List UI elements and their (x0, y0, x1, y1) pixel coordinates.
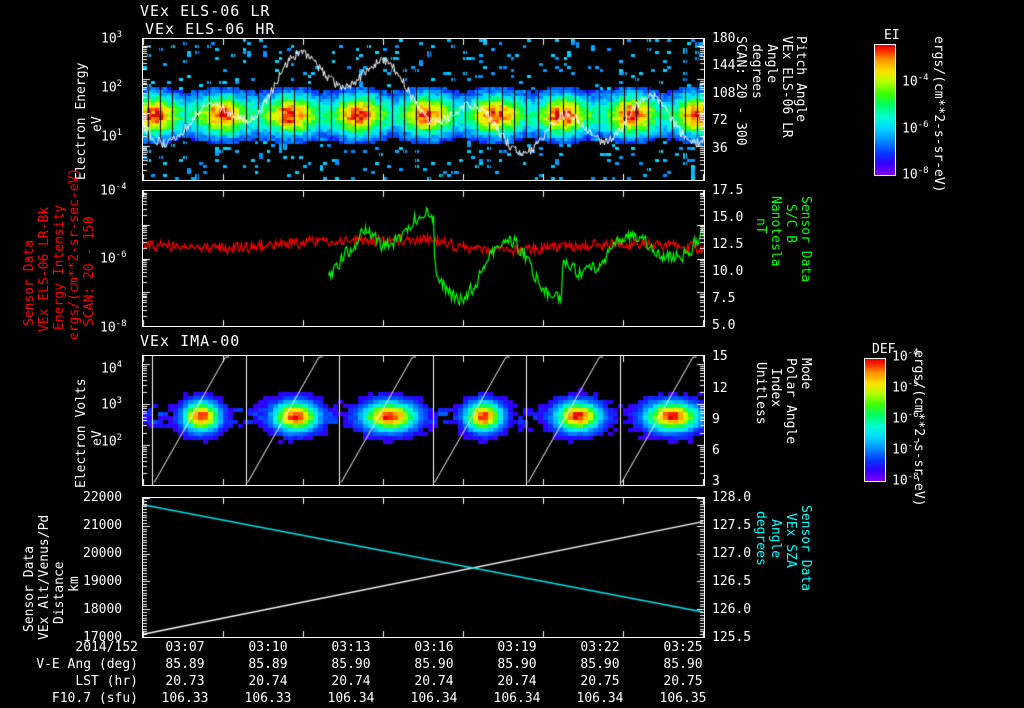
table-cell: 85.90 (414, 657, 454, 672)
panel3-right-tick-0: 15 (712, 349, 728, 364)
panel2-right-tick-1: 15.0 (712, 210, 744, 225)
colorbar2-tick-1: 10-5 (892, 379, 919, 396)
colorbar1-tick-2: 10-8 (902, 166, 929, 183)
panel1-right-tick-2: 108 (712, 86, 736, 101)
panel1-right-tick-4: 36 (712, 141, 728, 156)
panel3-ytick-1: 103 (101, 396, 123, 413)
table-cell: 20.74 (248, 674, 288, 689)
table-cell: 03:13 (331, 640, 371, 655)
panel1-right-tick-0: 180 (712, 31, 736, 46)
table-row-label: 2014/152 (75, 640, 138, 655)
panel3-right-tick-3: 6 (712, 443, 720, 458)
table-cell: 85.90 (663, 657, 703, 672)
table-cell: 106.33 (244, 691, 292, 706)
colorbar1-tick-1: 10-6 (902, 120, 929, 137)
panel3-right-tick-1: 12 (712, 381, 728, 396)
panel4-ytick-1: 21000 (83, 518, 123, 533)
table-cell: 85.89 (165, 657, 205, 672)
panel4-right-tick-5: 125.5 (712, 630, 752, 645)
panel1-ytick-1: 102 (101, 79, 123, 96)
table-cell: 20.74 (331, 674, 371, 689)
panel4-ytick-2: 20000 (83, 546, 123, 561)
colorbar2-tick-3: 10-7 (892, 441, 919, 458)
colorbar2-tick-0: 10-4 (892, 348, 919, 365)
panel2-right-tick-4: 7.5 (712, 291, 736, 306)
panel4-ytick-5: 17000 (83, 630, 123, 645)
table-cell: 03:22 (580, 640, 620, 655)
panel1-ytick-2: 101 (101, 128, 123, 145)
table-cell: 20.75 (580, 674, 620, 689)
panel4-right-tick-3: 126.5 (712, 574, 752, 589)
panel2-ytick-2: 10-8 (100, 319, 127, 336)
panel4-right-tick-2: 127.0 (712, 546, 752, 561)
table-cell: 85.90 (580, 657, 620, 672)
table-cell: 106.34 (327, 691, 375, 706)
colorbar1 (874, 44, 896, 176)
panel1-right-tick-1: 144 (712, 58, 736, 73)
table-cell: 85.90 (497, 657, 537, 672)
colorbar2 (864, 358, 886, 482)
panel2-right-tick-2: 12.5 (712, 237, 744, 252)
table-row-label: F10.7 (sfu) (51, 691, 138, 706)
panel1-ytick-0: 103 (101, 30, 123, 47)
table-cell: 03:25 (663, 640, 703, 655)
panel1-title-lr: VEx ELS-06 LR (140, 2, 271, 20)
panel2-timeseries[interactable] (142, 190, 705, 327)
colorbar2-name: DEF (872, 342, 896, 357)
table-cell: 20.75 (663, 674, 703, 689)
table-cell: 20.74 (497, 674, 537, 689)
panel3-spectrogram[interactable] (142, 355, 705, 486)
panel2-right-tick-3: 10.0 (712, 264, 744, 279)
panel4-right-tick-1: 127.5 (712, 518, 752, 533)
panel4-right-tick-4: 126.0 (712, 602, 752, 617)
table-cell: 106.34 (576, 691, 624, 706)
panel1-right-tick-3: 72 (712, 113, 728, 128)
colorbar2-tick-4: 10-8 (892, 472, 919, 489)
panel2-right-tick-0: 17.5 (712, 183, 744, 198)
panel2-right-tick-5: 5.0 (712, 318, 736, 333)
panel4-ytick-4: 18000 (83, 602, 123, 617)
table-cell: 20.74 (414, 674, 454, 689)
panel1-title-hr: VEx ELS-06 HR (145, 20, 276, 38)
panel3-right-tick-4: 3 (712, 474, 720, 489)
table-cell: 106.34 (493, 691, 541, 706)
table-cell: 03:10 (248, 640, 288, 655)
table-cell: 85.89 (248, 657, 288, 672)
panel4-right-tick-0: 128.0 (712, 490, 752, 505)
table-cell: 20.73 (165, 674, 205, 689)
table-row-label: V-E Ang (deg) (36, 657, 138, 672)
panel3-right-tick-2: 9 (712, 412, 720, 427)
table-cell: 106.35 (659, 691, 707, 706)
panel3-title: VEx IMA-00 (140, 332, 241, 350)
panel4-ytick-3: 19000 (83, 574, 123, 589)
panel3-ytick-0: 104 (101, 360, 123, 377)
colorbar2-tick-2: 10-6 (892, 410, 919, 427)
table-cell: 85.90 (331, 657, 371, 672)
panel4-timeseries[interactable] (142, 497, 705, 638)
colorbar1-tick-0: 10-4 (902, 73, 929, 90)
table-cell: 03:19 (497, 640, 537, 655)
colorbar1-name: EI (884, 28, 900, 43)
table-cell: 106.33 (161, 691, 209, 706)
table-cell: 03:07 (165, 640, 205, 655)
table-cell: 106.34 (410, 691, 458, 706)
table-cell: 03:16 (414, 640, 454, 655)
panel4-ytick-0: 22000 (83, 490, 123, 505)
panel3-ytick-2: 102 (101, 433, 123, 450)
table-row-label: LST (hr) (75, 674, 138, 689)
panel2-ytick-0: 10-4 (100, 182, 127, 199)
panel2-ytick-1: 10-6 (100, 250, 127, 267)
panel1-spectrogram[interactable] (142, 38, 705, 181)
